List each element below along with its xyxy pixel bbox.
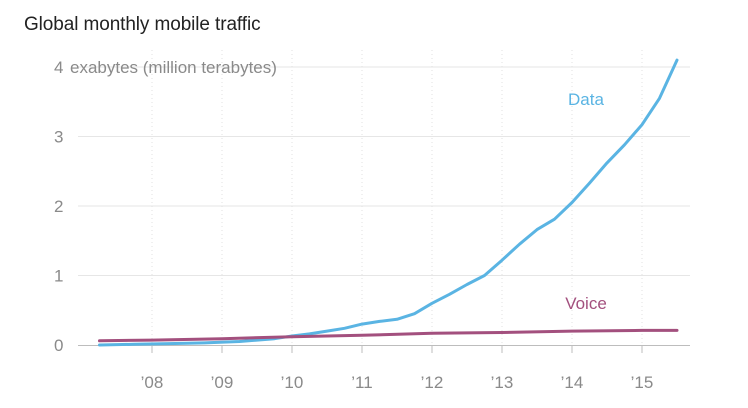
series-label-data: Data: [568, 90, 604, 109]
series-line-voice: [98, 328, 679, 343]
y-tick-label: 1: [54, 267, 63, 286]
y-tick-label: 2: [54, 197, 63, 216]
chart-title: Global monthly mobile traffic: [24, 14, 261, 35]
x-tick-label: ’09: [211, 373, 234, 392]
x-tick-label: ’14: [561, 373, 584, 392]
x-tick-label: ’11: [351, 373, 372, 392]
x-tick-label: ’10: [281, 373, 304, 392]
x-tick-label: ’12: [421, 373, 444, 392]
x-tick-label: ’08: [141, 373, 164, 392]
x-tick-label: ’13: [491, 373, 514, 392]
y-unit-label: exabytes (million terabytes): [70, 58, 277, 77]
series-line-data: [98, 58, 679, 347]
y-tick-label: 4: [54, 58, 63, 77]
series-label-voice: Voice: [565, 294, 607, 313]
x-tick-label: ’15: [631, 373, 654, 392]
y-tick-label: 0: [54, 336, 63, 355]
y-tick-label: 3: [54, 128, 63, 147]
